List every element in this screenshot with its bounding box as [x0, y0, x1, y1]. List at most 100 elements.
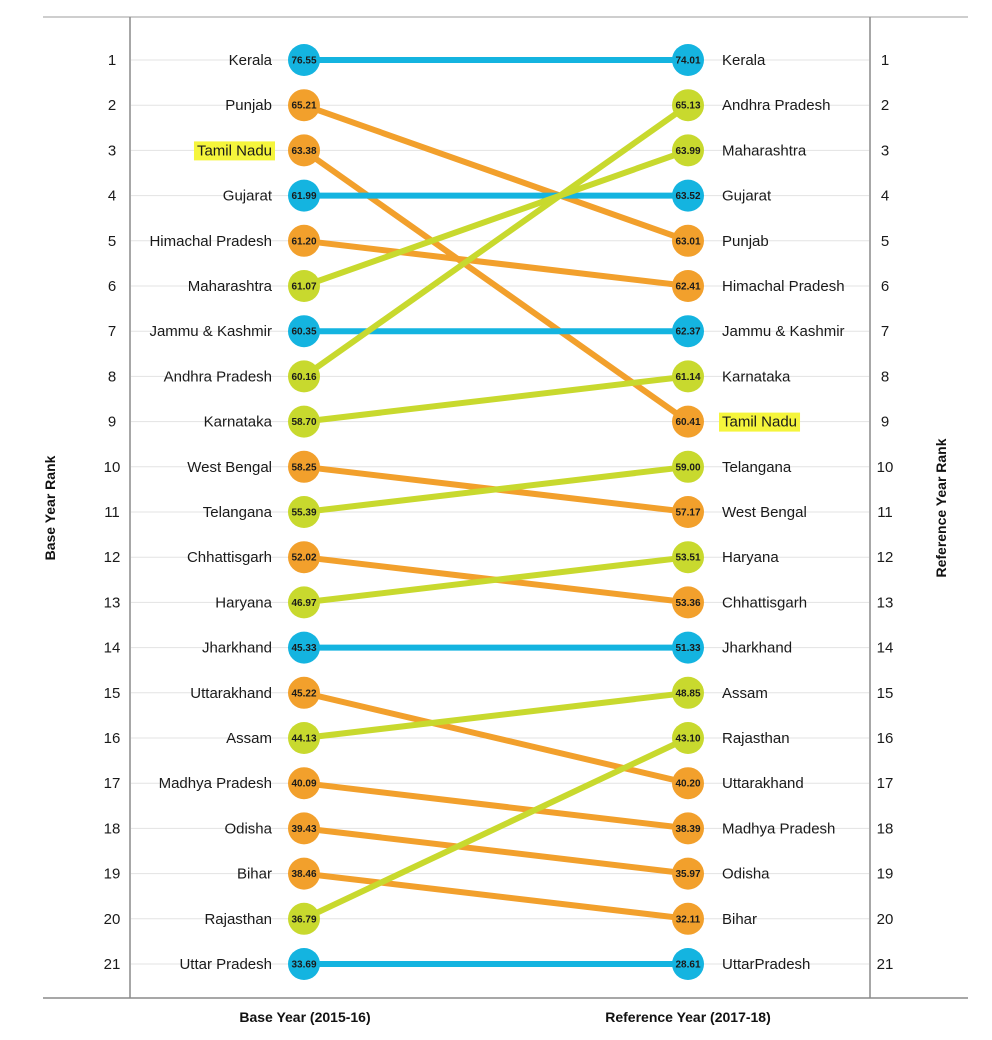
value-marker-base: [288, 89, 320, 122]
value-marker-base: [288, 676, 320, 709]
value-marker-base: [288, 857, 320, 890]
value-label-reference: 40.20: [675, 779, 700, 790]
value-marker-base: [288, 179, 320, 212]
state-label-reference: Himachal Pradesh: [722, 278, 845, 295]
state-label-reference: Assam: [722, 685, 768, 702]
state-label-base: Odisha: [224, 820, 272, 837]
state-label-base: Andhra Pradesh: [164, 368, 272, 385]
state-label-base: Karnataka: [204, 414, 273, 431]
rank-tick-right: 7: [881, 323, 889, 340]
highlight-box-base: [193, 141, 275, 161]
state-label-reference: Jammu & Kashmir: [722, 323, 845, 340]
slope-line-haryana: [301, 554, 691, 606]
state-label-base: Madhya Pradesh: [159, 775, 272, 792]
state-label-base: Tamil Nadu: [197, 142, 272, 159]
rank-tick-left: 9: [108, 414, 116, 431]
state-label-base: Rajasthan: [204, 911, 272, 928]
highlight-boxes: [193, 141, 801, 432]
rank-tick-right: 16: [877, 730, 894, 747]
value-marker-base: [288, 586, 320, 619]
rank-tick-right: 2: [881, 97, 889, 114]
value-label-base: 38.46: [291, 869, 316, 880]
value-label-reference: 65.13: [675, 101, 700, 112]
state-label-reference: Odisha: [722, 866, 770, 883]
value-marker-base: [288, 134, 320, 167]
value-marker-base: [288, 496, 320, 528]
value-marker-base: [288, 722, 320, 754]
value-label-reference: 38.39: [675, 824, 700, 835]
state-label-reference: Gujarat: [722, 188, 772, 205]
value-marker-reference: [672, 224, 704, 257]
state-label-base: Punjab: [225, 97, 272, 114]
value-label-base: 60.16: [291, 372, 316, 383]
slope-line-assam: [301, 689, 691, 741]
value-label-reference: 53.36: [675, 598, 700, 609]
value-label-base: 63.38: [291, 146, 316, 157]
rank-tick-left: 4: [108, 188, 116, 205]
rank-tick-left: 6: [108, 278, 116, 295]
value-marker-reference: [672, 134, 704, 167]
state-label-reference: Rajasthan: [722, 730, 790, 747]
value-marker-reference: [672, 405, 704, 438]
state-label-reference: Maharashtra: [722, 142, 807, 159]
value-marker-reference: [672, 676, 704, 709]
value-marker-reference: [672, 722, 704, 754]
highlight-box-reference: [719, 412, 801, 432]
value-marker-base: [288, 902, 320, 935]
state-label-reference: Punjab: [722, 233, 769, 250]
y-axis-label-right: Reference Year Rank: [933, 438, 949, 577]
rank-tick-left: 8: [108, 368, 116, 385]
rank-tick-right: 15: [877, 685, 894, 702]
x-axis-label-left: Base Year (2015-16): [239, 1009, 370, 1025]
value-label-base: 39.43: [291, 824, 316, 835]
state-label-base: Gujarat: [223, 188, 273, 205]
value-label-reference: 62.37: [675, 327, 700, 338]
value-marker-reference: [672, 179, 704, 212]
value-marker-reference: [672, 812, 704, 845]
slope-lines: [301, 57, 691, 967]
rank-tick-left: 7: [108, 323, 116, 340]
state-label-base: Chhattisgarh: [187, 549, 272, 566]
x-axis-label-right: Reference Year (2017-18): [605, 1009, 771, 1025]
slope-line-maharashtra: [301, 147, 691, 289]
state-label-reference: Andhra Pradesh: [722, 97, 830, 114]
state-label-base: West Bengal: [187, 459, 272, 476]
state-label-reference: Karnataka: [722, 368, 791, 385]
value-marker-base: [288, 405, 320, 438]
value-label-reference: 57.17: [675, 508, 700, 519]
value-marker-base: [288, 948, 320, 980]
value-label-base: 52.02: [291, 553, 316, 564]
value-marker-reference: [672, 44, 704, 76]
value-label-reference: 59.00: [675, 462, 700, 473]
value-label-base: 58.25: [291, 462, 316, 473]
state-label-base: Kerala: [229, 52, 273, 69]
value-marker-base: [288, 315, 320, 348]
rank-tick-right: 6: [881, 278, 889, 295]
value-marker-reference: [672, 902, 704, 935]
value-marker-reference: [672, 450, 704, 483]
state-label-base: Bihar: [237, 866, 272, 883]
state-label-reference: Jharkhand: [722, 640, 792, 657]
slope-line-madhya-pradesh: [301, 780, 691, 832]
state-label-base: Uttar Pradesh: [179, 956, 272, 973]
state-label-base: Assam: [226, 730, 272, 747]
state-label-reference: Haryana: [722, 549, 779, 566]
value-label-base: 60.35: [291, 327, 316, 338]
rank-tick-right: 8: [881, 368, 889, 385]
state-label-base: Uttarakhand: [190, 685, 272, 702]
value-label-reference: 61.14: [675, 372, 700, 383]
state-label-reference: Telangana: [722, 459, 792, 476]
state-label-base: Telangana: [203, 504, 273, 521]
value-label-base: 45.33: [291, 643, 316, 654]
rank-tick-left: 3: [108, 142, 116, 159]
rank-tick-left: 2: [108, 97, 116, 114]
rank-tick-right: 4: [881, 188, 889, 205]
value-label-base: 40.09: [291, 779, 316, 790]
rank-tick-left: 15: [104, 685, 121, 702]
rank-tick-right: 18: [877, 820, 894, 837]
rank-tick-right: 9: [881, 414, 889, 431]
value-label-reference: 63.01: [675, 236, 700, 247]
rank-tick-right: 10: [877, 459, 894, 476]
state-label-reference: West Bengal: [722, 504, 807, 521]
value-marker-reference: [672, 586, 704, 619]
